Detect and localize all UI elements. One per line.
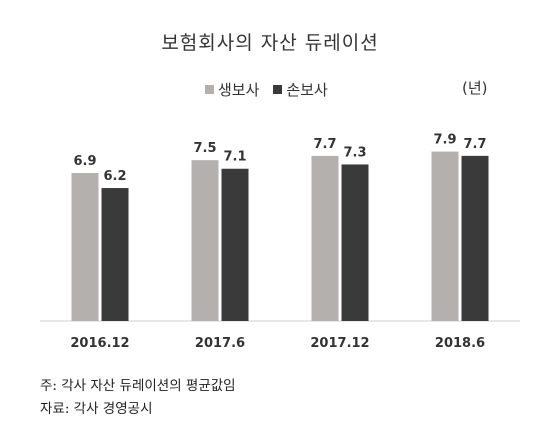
bar-생보사-2018.6 bbox=[431, 151, 459, 321]
bar-손보사-2018.6 bbox=[461, 155, 489, 321]
x-tick-label-2018.6: 2018.6 bbox=[435, 336, 485, 351]
footnote-source-note: 주: 각사 자산 듀레이션의 평균값임 bbox=[40, 378, 236, 394]
chart-title: 보험회사의 자산 듀레이션 bbox=[161, 32, 379, 54]
legend-swatch-series-2 bbox=[273, 85, 283, 94]
bar-손보사-2017.12 bbox=[341, 164, 369, 321]
legend-swatch-series-1 bbox=[205, 85, 214, 94]
data-label-생보사-2017.12: 7.7 bbox=[313, 137, 336, 152]
bar-생보사-2017.12 bbox=[311, 155, 339, 321]
x-tick-label-2017.6: 2017.6 bbox=[195, 336, 245, 351]
data-label-생보사-2018.6: 7.9 bbox=[433, 133, 456, 148]
legend-label-series-1: 생보사 bbox=[218, 81, 260, 99]
bar-손보사-2017.6 bbox=[221, 168, 249, 321]
x-tick-label-2016.12: 2016.12 bbox=[70, 336, 129, 351]
unit-label: (년) bbox=[462, 79, 488, 97]
legend-label-series-2: 손보사 bbox=[286, 81, 328, 99]
data-label-생보사-2016.12: 6.9 bbox=[73, 154, 96, 169]
data-label-손보사-2017.12: 7.3 bbox=[343, 145, 366, 160]
data-label-생보사-2017.6: 7.5 bbox=[193, 141, 216, 156]
x-tick-label-2017.12: 2017.12 bbox=[310, 336, 369, 351]
footnote-data-source: 자료: 각사 경영공시 bbox=[40, 401, 153, 417]
legend-item-series-2: 손보사 bbox=[273, 79, 328, 100]
bar-손보사-2016.12 bbox=[101, 188, 129, 321]
legend-item-series-1: 생보사 bbox=[205, 79, 259, 100]
chart-legend: 생보사 손보사 bbox=[205, 79, 328, 100]
bar-생보사-2016.12 bbox=[71, 173, 99, 321]
data-label-손보사-2016.12: 6.2 bbox=[103, 169, 126, 184]
data-label-손보사-2017.6: 7.1 bbox=[223, 150, 246, 165]
bar-생보사-2017.6 bbox=[191, 160, 219, 321]
data-label-손보사-2018.6: 7.7 bbox=[463, 137, 486, 152]
